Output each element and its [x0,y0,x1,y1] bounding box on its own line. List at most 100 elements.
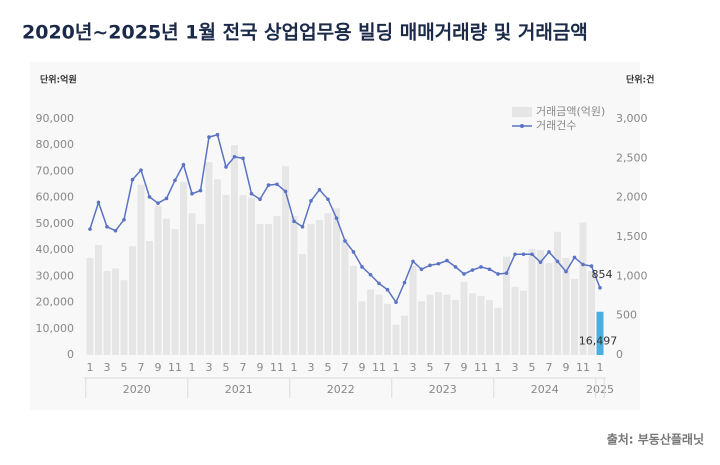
x-tick-label: 5 [427,361,434,374]
point [445,258,449,263]
x-tick-label: 1 [291,361,298,374]
year-label: 2025 [586,383,614,396]
bar [562,257,570,355]
point [394,300,398,305]
bar [324,213,332,355]
point [334,216,339,220]
bar [503,256,510,355]
x-tick-label: 1 [495,361,502,374]
point [266,183,271,187]
y2-tick-label: 1,500 [616,230,648,243]
year-label: 2022 [327,383,355,396]
bar [435,292,442,355]
bar [392,324,400,355]
x-tick-label: 11 [474,361,488,374]
point [309,199,313,203]
x-tick-label: 1 [393,361,400,374]
bar [460,281,468,355]
x-tick-label: 1 [597,361,604,374]
bar [307,223,315,355]
bar [137,184,145,355]
bar [282,166,289,355]
x-tick-label: 5 [325,361,332,374]
point [385,287,390,292]
point [241,156,245,161]
bar [112,268,119,355]
bar [86,257,94,355]
point [547,250,551,254]
bar [426,294,434,355]
point [377,281,381,286]
x-tick-label: 5 [529,361,536,374]
bar [171,229,179,355]
bar [120,280,128,355]
x-tick-label: 3 [308,361,315,374]
point [419,267,424,272]
point [139,168,143,172]
bar [358,301,366,355]
y-tick-label: 10,000 [36,322,75,335]
x-tick-label: 11 [270,361,284,374]
point [215,132,220,137]
line-value-label: 854 [592,268,613,281]
bar [554,231,561,355]
bar [486,299,493,355]
point [555,259,560,264]
bar [494,307,502,355]
point [113,228,118,233]
year-label: 2021 [225,383,253,396]
x-tick-label: 7 [444,361,451,374]
x-tick-label: 9 [359,361,366,374]
bar [197,223,204,355]
point [343,239,347,243]
point [283,189,288,194]
chart-title: 2020년~2025년 1월 전국 상업업무용 빌딩 매매거래량 및 거래금액 [22,22,588,44]
point [190,191,194,196]
y2-tick-label: 2,000 [616,191,648,204]
point [300,224,305,229]
point [122,217,126,222]
bar [367,289,374,355]
bar [571,278,578,355]
point [130,177,135,182]
x-tick-label: 9 [257,361,264,374]
x-tick-label: 5 [121,361,128,374]
year-label: 2024 [531,383,559,396]
y2-tick-label: 3,000 [616,112,648,125]
bar [299,254,306,355]
x-tick-label: 7 [342,361,349,374]
point [96,200,101,205]
bar [273,216,281,355]
point [428,263,432,268]
bar [469,293,476,355]
bar [180,181,187,355]
bar [231,145,238,355]
x-tick-label: 11 [372,361,386,374]
x-tick-label: 7 [240,361,247,374]
point [436,261,441,266]
bar [316,219,323,355]
bar [256,223,264,355]
bar [443,294,451,355]
bar [95,244,102,355]
point [198,188,203,193]
x-tick-label: 3 [410,361,417,374]
point [453,265,458,269]
point [156,201,160,205]
bar [265,223,272,355]
point [207,135,211,139]
point [411,259,415,264]
point [479,265,483,269]
bar [214,179,221,355]
bar [146,240,153,355]
y-tick-label: 20,000 [36,296,75,309]
year-label: 2020 [123,383,151,396]
point [572,255,577,260]
y-tick-label: 90,000 [36,112,75,125]
bar [409,265,417,355]
bar [333,208,340,355]
point [581,262,585,267]
y-tick-label: 30,000 [36,269,75,282]
point [181,162,186,167]
bar [596,311,604,355]
